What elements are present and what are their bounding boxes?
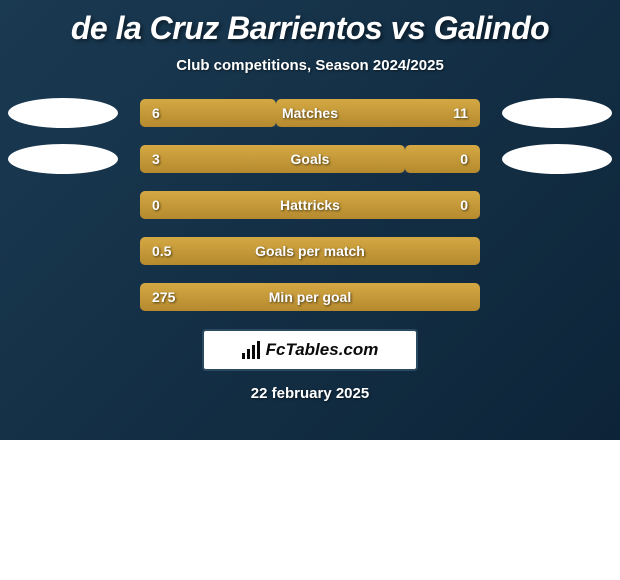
comparison-infographic: de la Cruz Barrientos vs Galindo Club co… [0,0,620,440]
stat-label: Hattricks [280,197,340,213]
player-left-ellipse [8,98,118,128]
stat-label: Goals [291,151,330,167]
stat-bar: 3 Goals 0 [140,145,480,173]
comparison-rows: 6 Matches 11 3 Goals 0 0 Hattricks 0 0.5 Goals per… [0,99,620,311]
comparison-row: 3 Goals 0 [0,145,620,173]
stat-bar-left [140,145,405,173]
stat-value-left: 0 [152,197,160,213]
comparison-row: 0 Hattricks 0 [0,191,620,219]
stat-label: Goals per match [255,243,365,259]
logo-text: FcTables.com [266,340,379,360]
page-subtitle: Club competitions, Season 2024/2025 [0,57,620,74]
stat-bar: 6 Matches 11 [140,99,480,127]
stat-value-right: 0 [460,151,468,167]
stat-value-left: 6 [152,105,160,121]
stat-value-right: 11 [453,105,468,121]
stat-label: Matches [282,105,338,121]
comparison-row: 6 Matches 11 [0,99,620,127]
stat-value-left: 0.5 [152,243,171,259]
stat-bar: 0 Hattricks 0 [140,191,480,219]
player-right-ellipse [502,144,612,174]
player-right-ellipse [502,98,612,128]
stat-bar: 275 Min per goal [140,283,480,311]
lower-whitespace [0,440,620,580]
stat-bar-left [140,99,276,127]
stat-value-right: 0 [460,197,468,213]
logo-bars-icon [242,341,262,359]
stat-bar-right [405,145,480,173]
fctables-logo: FcTables.com [202,329,418,371]
stat-value-left: 3 [152,151,160,167]
player-left-ellipse [8,144,118,174]
stat-value-left: 275 [152,289,175,305]
date-label: 22 february 2025 [0,385,620,402]
page-title: de la Cruz Barrientos vs Galindo [0,10,620,47]
comparison-row: 275 Min per goal [0,283,620,311]
stat-label: Min per goal [269,289,351,305]
comparison-row: 0.5 Goals per match [0,237,620,265]
stat-bar: 0.5 Goals per match [140,237,480,265]
